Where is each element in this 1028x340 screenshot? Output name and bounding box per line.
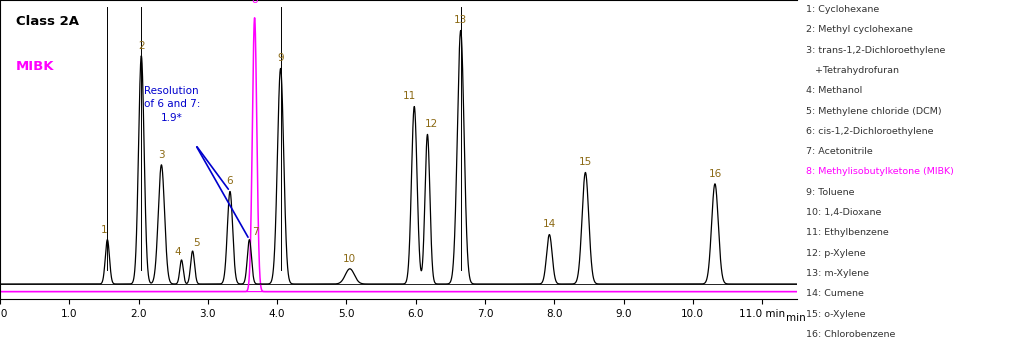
Text: 15: o-Xylene: 15: o-Xylene — [806, 309, 866, 319]
Text: 13: m-Xylene: 13: m-Xylene — [806, 269, 869, 278]
Text: 13: 13 — [454, 15, 468, 26]
Text: 10: 10 — [343, 254, 357, 264]
Text: 1: 1 — [101, 224, 107, 235]
Text: 5: 5 — [193, 238, 200, 249]
Text: Resolution
of 6 and 7:
1.9*: Resolution of 6 and 7: 1.9* — [144, 86, 200, 123]
Text: 9: Toluene: 9: Toluene — [806, 188, 854, 197]
Text: MIBK: MIBK — [16, 60, 54, 73]
Text: 4: 4 — [174, 248, 181, 257]
Text: 14: Cumene: 14: Cumene — [806, 289, 864, 298]
Text: Class 2A: Class 2A — [16, 15, 79, 28]
Text: +Tetrahydrofuran: +Tetrahydrofuran — [806, 66, 898, 75]
Text: 3: 3 — [158, 150, 164, 160]
Text: 8: Methylisobutylketone (MIBK): 8: Methylisobutylketone (MIBK) — [806, 168, 954, 176]
Text: 7: 7 — [252, 227, 258, 237]
Text: 8: 8 — [251, 0, 258, 5]
Text: 6: cis-1,2-Dichloroethylene: 6: cis-1,2-Dichloroethylene — [806, 127, 933, 136]
Text: min: min — [786, 313, 806, 323]
Text: 15: 15 — [579, 157, 592, 167]
Text: 1: Cyclohexane: 1: Cyclohexane — [806, 5, 879, 14]
Text: 10: 1,4-Dioxane: 10: 1,4-Dioxane — [806, 208, 881, 217]
Text: 9: 9 — [278, 53, 284, 63]
Text: 16: Chlorobenzene: 16: Chlorobenzene — [806, 330, 895, 339]
Text: 4: Methanol: 4: Methanol — [806, 86, 862, 95]
Text: 16: 16 — [708, 169, 722, 179]
Text: 6: 6 — [227, 176, 233, 186]
Text: 7: Acetonitrile: 7: Acetonitrile — [806, 147, 873, 156]
Text: 12: 12 — [425, 119, 438, 129]
Text: 11: Ethylbenzene: 11: Ethylbenzene — [806, 228, 888, 237]
Text: 11: 11 — [403, 91, 416, 101]
Text: 3: trans-1,2-Dichloroethylene: 3: trans-1,2-Dichloroethylene — [806, 46, 946, 55]
Text: 2: 2 — [138, 41, 145, 51]
Text: 5: Methylene chloride (DCM): 5: Methylene chloride (DCM) — [806, 106, 942, 116]
Text: 12: p-Xylene: 12: p-Xylene — [806, 249, 866, 258]
Text: 14: 14 — [543, 220, 556, 230]
Text: 2: Methyl cyclohexane: 2: Methyl cyclohexane — [806, 26, 913, 34]
